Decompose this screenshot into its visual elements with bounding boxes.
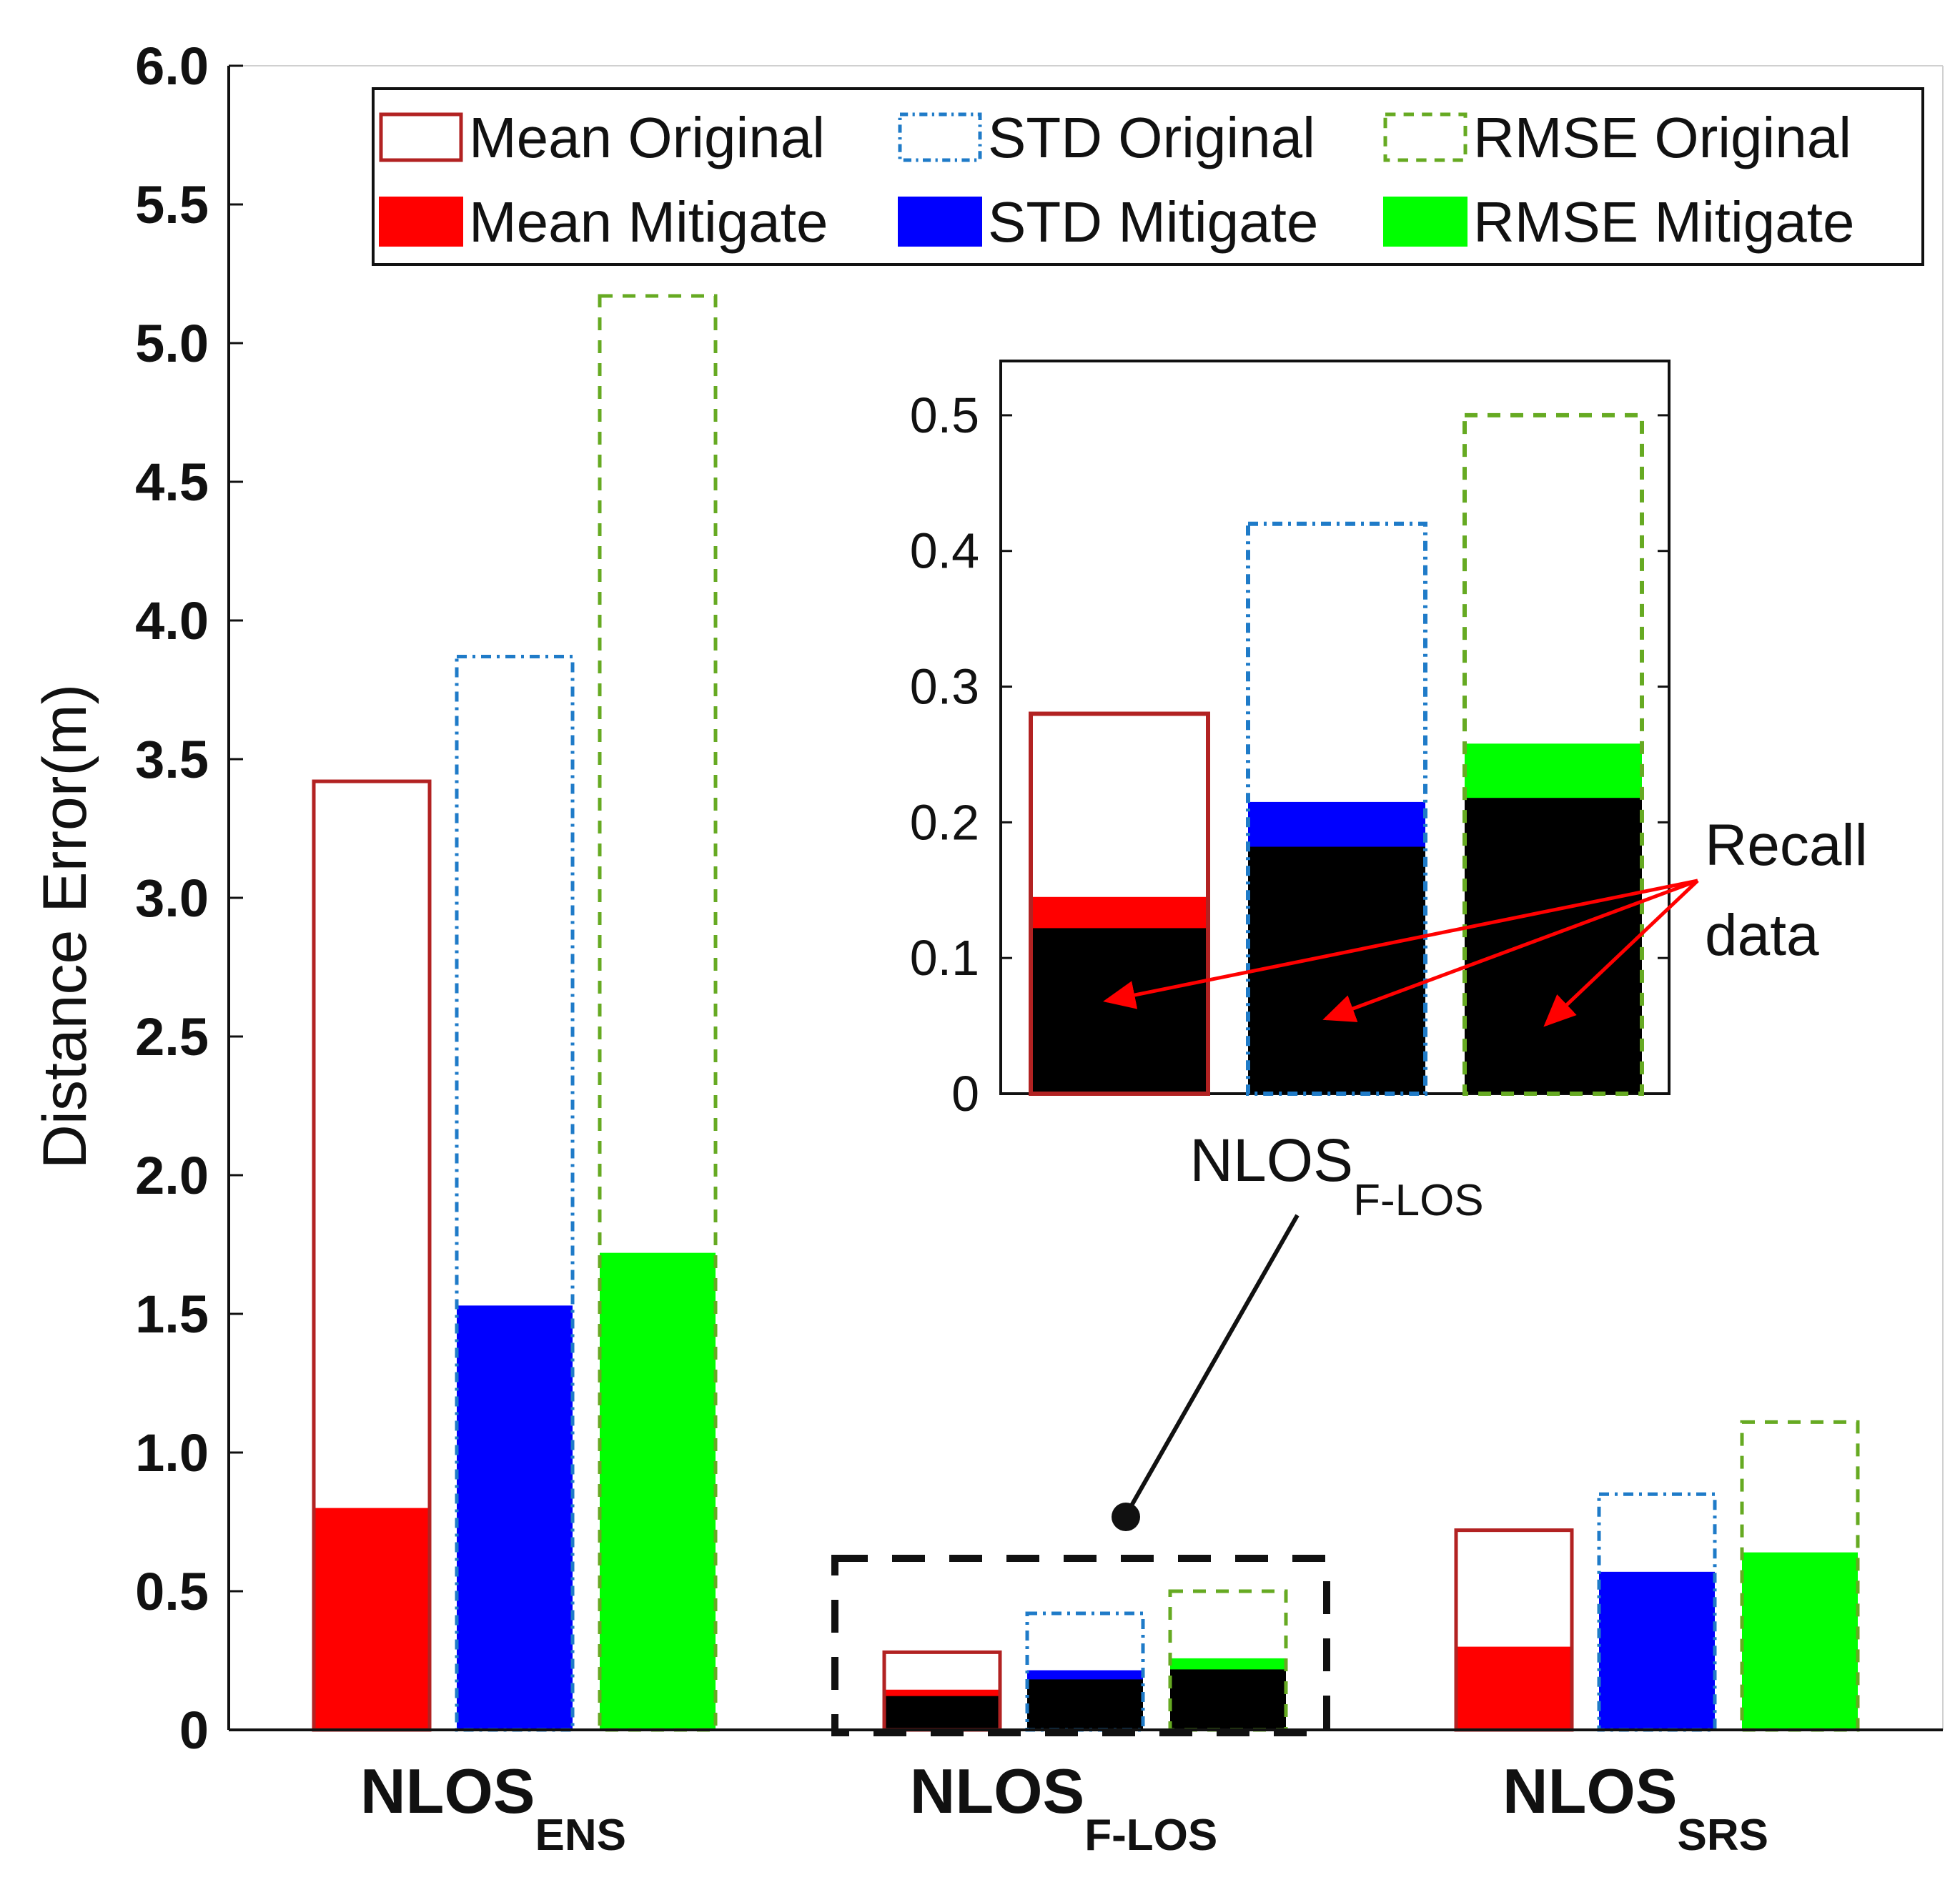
inset-y-tick-label: 0.3	[910, 659, 979, 715]
legend-swatch-std-mitigate	[898, 197, 982, 247]
y-tick-label: 1.5	[135, 1285, 209, 1344]
category-label-main: NLOS	[360, 1756, 535, 1826]
legend-swatch-mean-mitigate	[379, 197, 463, 247]
category-label-sub: ENS	[535, 1811, 625, 1860]
legend-box	[372, 87, 1924, 266]
inset-y-tick-label: 0	[951, 1066, 979, 1122]
annotation-text-line2: data	[1705, 903, 1819, 968]
category-label-sub: F-LOS	[1084, 1811, 1217, 1860]
y-tick-label: 4.0	[135, 591, 209, 650]
zoom-connector-line	[1124, 1214, 1300, 1517]
annotation-arrow-2	[1322, 879, 1698, 1022]
y-tick-label: 6.0	[135, 36, 209, 96]
y-tick-label: 4.5	[135, 452, 209, 512]
legend-swatch-mean-original	[379, 112, 463, 162]
category-label-sub: SRS	[1677, 1811, 1768, 1860]
inset-y-tick-label: 0.4	[910, 523, 979, 579]
inset-y-tick-label: 0.2	[910, 794, 979, 850]
bar-rmse-original-f-los	[1168, 1589, 1288, 1732]
annotation-text-line1: Recall	[1705, 813, 1868, 878]
bar-rmse-mitigate-ens	[600, 1252, 716, 1730]
legend-label: RMSE Mitigate	[1473, 190, 1854, 254]
bar-mean-mitigate-ens	[314, 1508, 430, 1730]
bar-std-original-f-los	[1025, 1611, 1145, 1732]
bar-std-mitigate-srs	[1599, 1571, 1715, 1730]
inset-y-tick-label: 0.5	[910, 387, 979, 443]
y-tick-label: 2.0	[135, 1146, 209, 1205]
legend-label: Mean Original	[469, 106, 825, 169]
inset-bar-std-original	[1246, 521, 1427, 1096]
inset-bar-mean-original	[1029, 711, 1210, 1096]
inset-category-label: NLOSF-LOS	[1189, 1127, 1483, 1225]
y-tick-label: 3.5	[135, 730, 209, 789]
category-label-ens: NLOSENS	[360, 1756, 626, 1860]
bar-mean-mitigate-srs	[1456, 1646, 1572, 1730]
main-plot-area: NLOSENSNLOSF-LOSNLOSSRS00.51.01.52.02.53…	[31, 36, 1944, 1860]
legend-label: Mean Mitigate	[469, 190, 828, 254]
category-label-main: NLOS	[910, 1756, 1084, 1826]
inset-category-sub: F-LOS	[1353, 1176, 1484, 1225]
category-label-f-los: NLOSF-LOS	[910, 1756, 1217, 1860]
y-axis-label: Distance Error(m)	[31, 684, 99, 1169]
y-tick-label: 1.0	[135, 1423, 209, 1483]
legend-swatch-rmse-original	[1383, 112, 1467, 162]
y-tick-label: 3.0	[135, 869, 209, 928]
bar-std-mitigate-ens	[457, 1305, 573, 1730]
legend-label: STD Original	[988, 106, 1315, 169]
bar-recall-std-f-los	[1027, 1679, 1143, 1730]
legend-label: RMSE Original	[1473, 106, 1851, 169]
inset-bar-rmse-original	[1462, 412, 1644, 1096]
y-tick-label: 0.5	[135, 1562, 209, 1621]
bar-rmse-mitigate-srs	[1742, 1552, 1858, 1730]
zoom-box	[831, 1555, 1330, 1736]
category-label-main: NLOS	[1503, 1756, 1677, 1826]
category-label-srs: NLOSSRS	[1503, 1756, 1768, 1860]
legend-swatch-std-original	[898, 112, 982, 162]
recall-annotation: Recall data	[1103, 813, 1868, 1027]
inset-bar-recall-mean	[1031, 928, 1208, 1094]
y-tick-label: 5.0	[135, 314, 209, 373]
legend: Mean Original STD Original RMSE Original Me…	[372, 87, 1924, 266]
y-tick-label: 0	[179, 1701, 209, 1760]
y-tick-label: 2.5	[135, 1007, 209, 1067]
legend-label: STD Mitigate	[988, 190, 1318, 254]
inset-category-main: NLOS	[1189, 1127, 1353, 1194]
inset-bar-recall-rmse	[1465, 798, 1642, 1094]
y-tick-label: 5.5	[135, 175, 209, 234]
inset-bar-recall-std	[1248, 846, 1425, 1094]
bar-recall-mean-f-los	[884, 1696, 1000, 1730]
legend-swatch-rmse-mitigate	[1383, 197, 1467, 247]
inset-plot-area: 0 0.1 0.2 0.3 0.4 0.5 NLOSF-LOS	[910, 360, 1671, 1225]
zoom-connector-dot	[1112, 1503, 1140, 1531]
bar-recall-rmse-f-los	[1170, 1669, 1286, 1730]
annotation-arrow-1	[1103, 879, 1698, 1009]
bar-std-original-srs	[1597, 1492, 1717, 1732]
inset-y-tick-label: 0.1	[910, 930, 979, 986]
annotation-arrow-3	[1543, 879, 1699, 1027]
